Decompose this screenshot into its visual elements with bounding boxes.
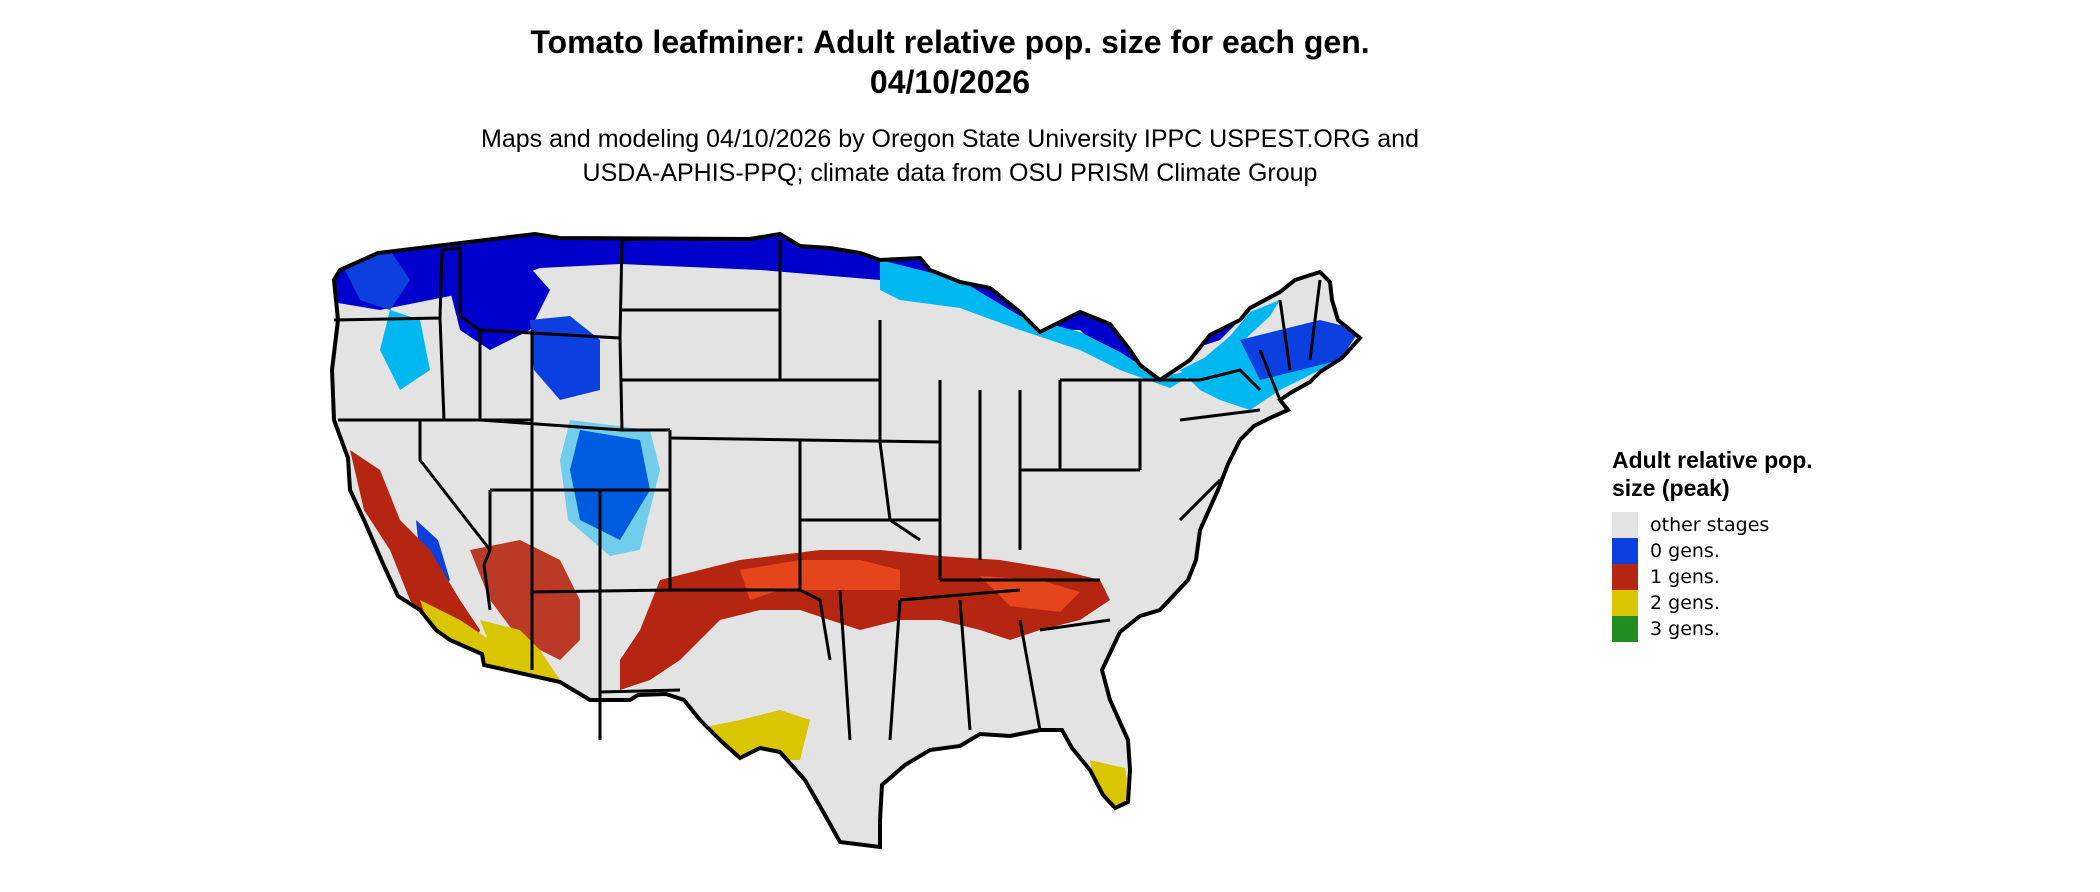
title-line-1: Tomato leafminer: Adult relative pop. si…	[530, 24, 1370, 60]
legend-label: 3 gens.	[1650, 618, 1720, 640]
legend-label: 1 gens.	[1650, 566, 1720, 588]
legend-label: 0 gens.	[1650, 540, 1720, 562]
subtitle-line-1: Maps and modeling 04/10/2026 by Oregon S…	[481, 125, 1419, 153]
subtitle-line-2: USDA-APHIS-PPQ; climate data from OSU PR…	[582, 159, 1318, 187]
legend-swatch	[1612, 512, 1638, 538]
legend-title: Adult relative pop. size (peak)	[1612, 447, 1813, 501]
us-map	[330, 232, 1362, 849]
legend-swatch	[1612, 616, 1638, 642]
title-date: 04/10/2026	[869, 64, 1031, 100]
legend: Adult relative pop. size (peak) other st…	[1612, 446, 1912, 642]
chart-title: Tomato leafminer: Adult relative pop. si…	[0, 22, 1900, 102]
legend-item: 0 gens.	[1612, 538, 1912, 564]
chart-subtitle: Maps and modeling 04/10/2026 by Oregon S…	[0, 122, 1900, 190]
legend-item: 3 gens.	[1612, 616, 1912, 642]
legend-label: 2 gens.	[1650, 592, 1720, 614]
legend-item: 1 gens.	[1612, 564, 1912, 590]
legend-label: other stages	[1650, 514, 1770, 536]
legend-items: other stages 0 gens. 1 gens. 2 gens. 3 gens.	[1612, 512, 1912, 642]
legend-item: other stages	[1612, 512, 1912, 538]
legend-item: 2 gens.	[1612, 590, 1912, 616]
legend-swatch	[1612, 564, 1638, 590]
legend-swatch	[1612, 590, 1638, 616]
legend-swatch	[1612, 538, 1638, 564]
